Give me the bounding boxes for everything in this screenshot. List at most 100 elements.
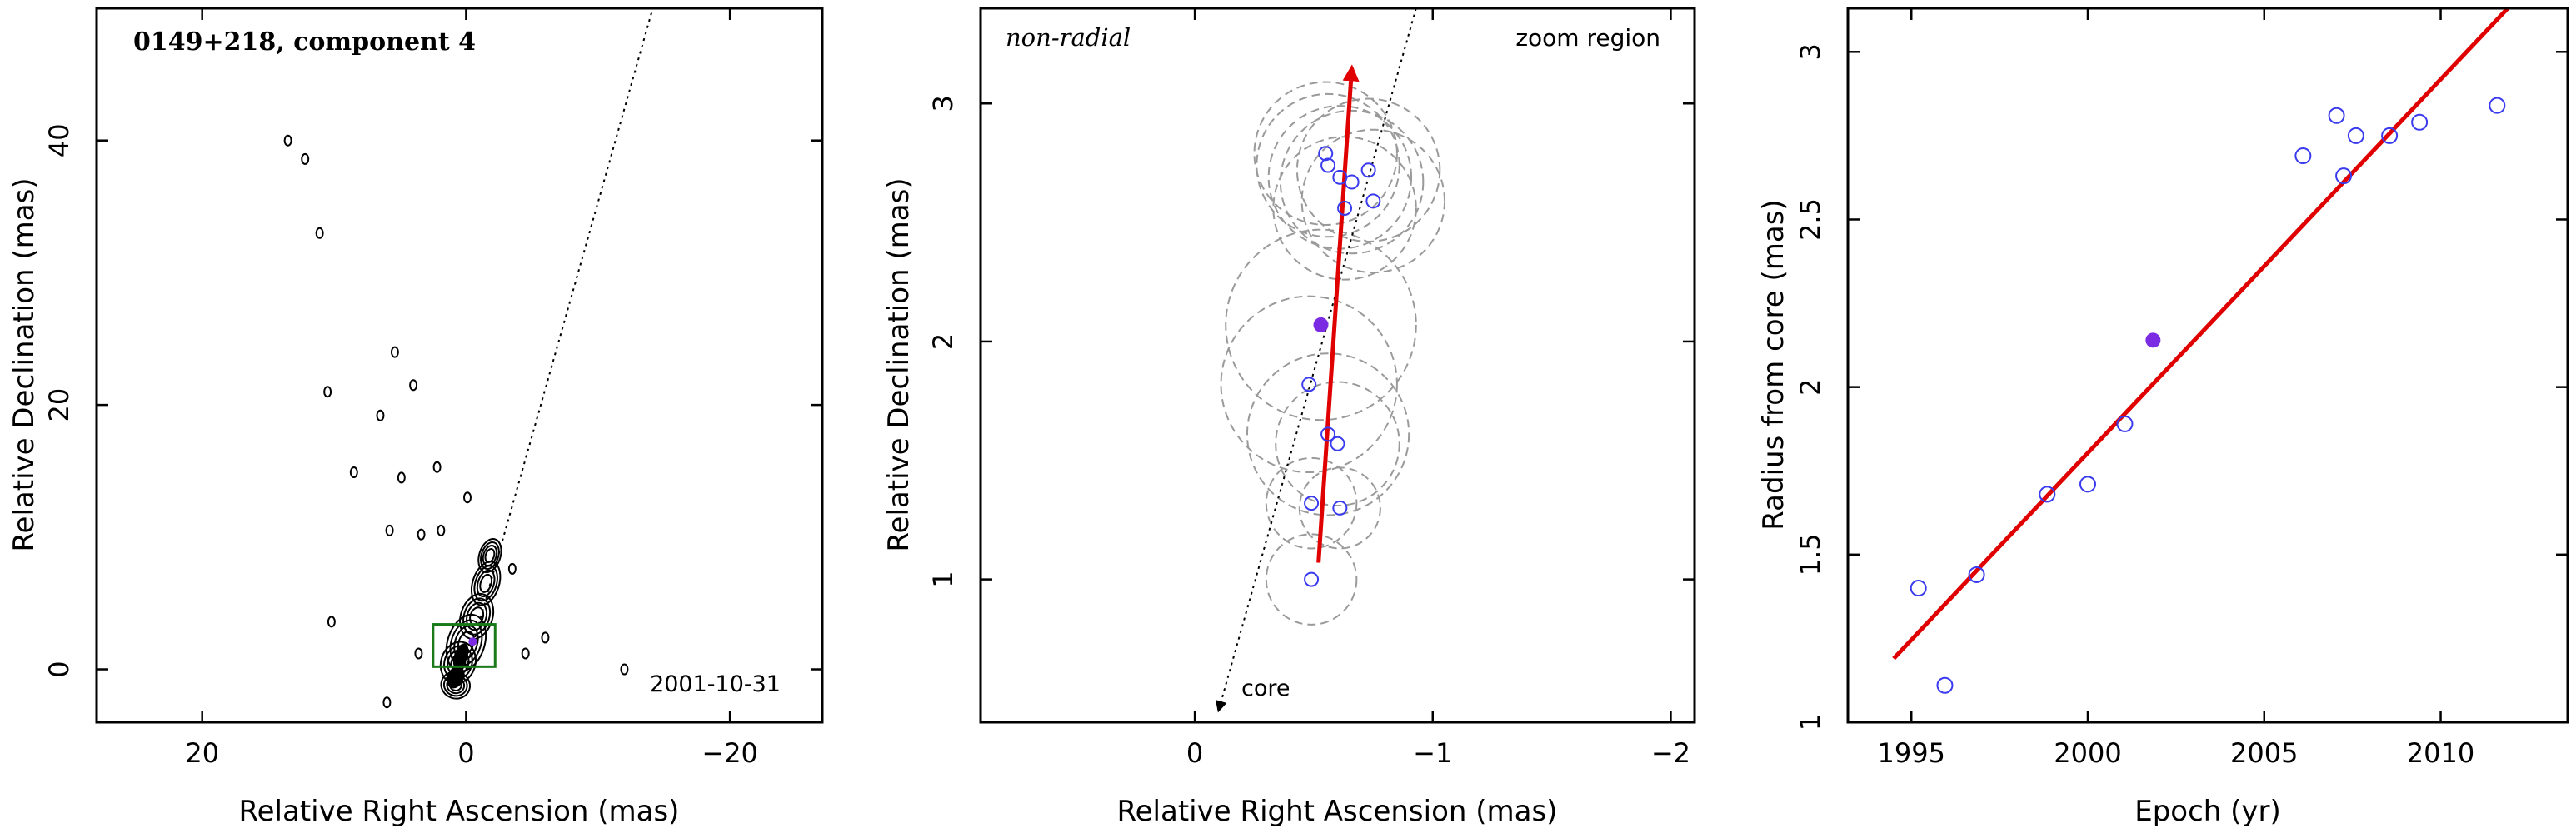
jet-contour [479,573,493,593]
contour-island [521,647,530,660]
component-position-point [1304,571,1320,587]
zoom-x-axis-label: Relative Right Ascension (mas) [1117,795,1558,828]
radius-point [2347,127,2364,144]
component-position-point [1320,426,1336,442]
radius-clipped-group [1892,8,2509,694]
radius-x-tick-label: 2010 [2407,737,2474,769]
component-size-circle [1246,352,1410,516]
radius-point [2079,476,2096,493]
zoom-panel: 0 −1 −2 1 2 3 non-radial zoom region core Rel… [882,7,1696,828]
radius-x-tick-label: 2000 [2054,737,2121,769]
core-contour [446,666,465,689]
contour-island [390,346,399,358]
jet-contour [473,565,498,602]
jet-contour [459,592,495,641]
highlight-size-circle [1225,228,1417,421]
contour-island [327,616,336,628]
zoom-y-axis-label: Relative Declination (mas) [882,177,916,551]
map-y-axis-label: Relative Declination (mas) [7,177,41,551]
zoom-mode-label: non-radial [1006,23,1131,52]
component-position-point [1337,200,1353,216]
contour-island [541,631,550,644]
map-ticks: 20 0 −20 0 20 40 [43,8,822,769]
contour-island [301,152,310,165]
zoom-region-box [432,623,497,668]
component-position-point [1360,162,1376,178]
component-position-point [1344,174,1360,190]
map-title: 0149+218, component 4 [133,27,476,57]
contour-island [315,227,324,239]
map-y-tick-label: 20 [43,388,75,422]
component-position-point [1318,146,1334,162]
radius-point [2489,97,2506,114]
zoom-y-tick-label: 3 [927,95,959,112]
zoom-x-tick-label: 0 [1186,737,1203,769]
highlight-position-point [1313,317,1329,332]
map-x-tick-label: 20 [185,737,219,769]
contour-island [414,647,423,660]
radius-y-tick-label: 1.5 [1795,533,1826,576]
map-plot-area [283,8,654,709]
component-size-circle [1295,97,1441,242]
contour-island [507,562,517,575]
motion-fit-arrow [1316,64,1360,563]
radius-frame [1846,7,2569,724]
radius-point [2335,167,2353,185]
component-size-circle [1298,466,1381,550]
radius-point [2411,113,2429,131]
zoom-clipped-group [1215,8,1446,713]
radius-ticks: 1995 2000 2005 2010 1 1.5 2 2.5 3 [1795,8,2568,769]
contour-island [397,471,406,484]
radius-x-tick-label: 2005 [2230,737,2298,769]
component-position-point [1332,500,1348,516]
jet-contour [480,541,500,571]
map-x-tick-label: 0 [457,737,474,769]
jet-contour [466,601,488,631]
jet-contour [462,597,492,636]
contour-island [432,461,442,473]
radius-point [2116,415,2134,432]
component-size-circle [1279,109,1425,255]
zoom-x-tick-label: −2 [1651,737,1690,769]
zoom-frame [979,7,1696,724]
zoom-y-tick-label: 2 [927,333,959,350]
zoom-x-tick-label: −1 [1413,737,1452,769]
radius-point [1968,566,1985,583]
contour-island [620,663,629,676]
contour-island [376,409,385,421]
component-marker [468,637,477,646]
component-position-point [1330,436,1345,451]
component-size-circle [1272,136,1417,281]
component-size-circle [1253,81,1398,226]
component-position-point [1365,193,1381,209]
jet-contour [477,538,502,574]
component-size-circle [1300,128,1446,274]
radius-point [1936,676,1954,694]
component-size-circle [1256,92,1400,238]
component-size-circle [1265,456,1358,550]
map-x-axis-label: Relative Right Ascension (mas) [239,795,680,828]
map-x-tick-label: −20 [701,737,758,769]
core-contour [452,643,469,669]
radius-x-tick-label: 1995 [1878,737,1945,769]
jet-contour [482,545,498,567]
jet-contour [484,548,496,564]
radius-point [2381,127,2399,144]
map-y-tick-label: 40 [43,123,75,157]
zoom-ticks: 0 −1 −2 1 2 3 [927,8,1695,769]
radius-point [2328,107,2345,124]
contour-island [283,134,292,147]
map-y-tick-label: 0 [43,661,75,677]
jet-contour [476,569,496,598]
map-panel: 20 0 −20 0 20 40 0149+218, component 4 2001-1… [7,7,824,828]
zoom-plot-area [1215,8,1446,713]
contour-island [382,696,392,709]
radius-fit-line [1892,8,2509,661]
contour-island [323,386,332,398]
map-frame [95,7,824,724]
radius-point [1910,580,1927,597]
radius-x-axis-label: Epoch (yr) [2134,795,2281,828]
component-position-point [1304,496,1320,511]
component-position-point [1320,157,1336,173]
